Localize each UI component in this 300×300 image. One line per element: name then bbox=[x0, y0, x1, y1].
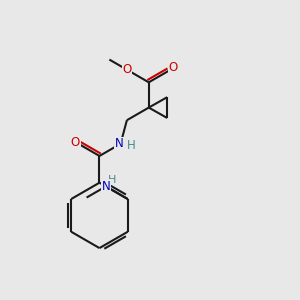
Text: H: H bbox=[108, 175, 117, 185]
Text: O: O bbox=[169, 61, 178, 74]
Text: O: O bbox=[123, 63, 132, 76]
Text: N: N bbox=[115, 137, 124, 150]
Text: N: N bbox=[101, 180, 110, 193]
Text: O: O bbox=[71, 136, 80, 149]
Text: H: H bbox=[127, 139, 135, 152]
